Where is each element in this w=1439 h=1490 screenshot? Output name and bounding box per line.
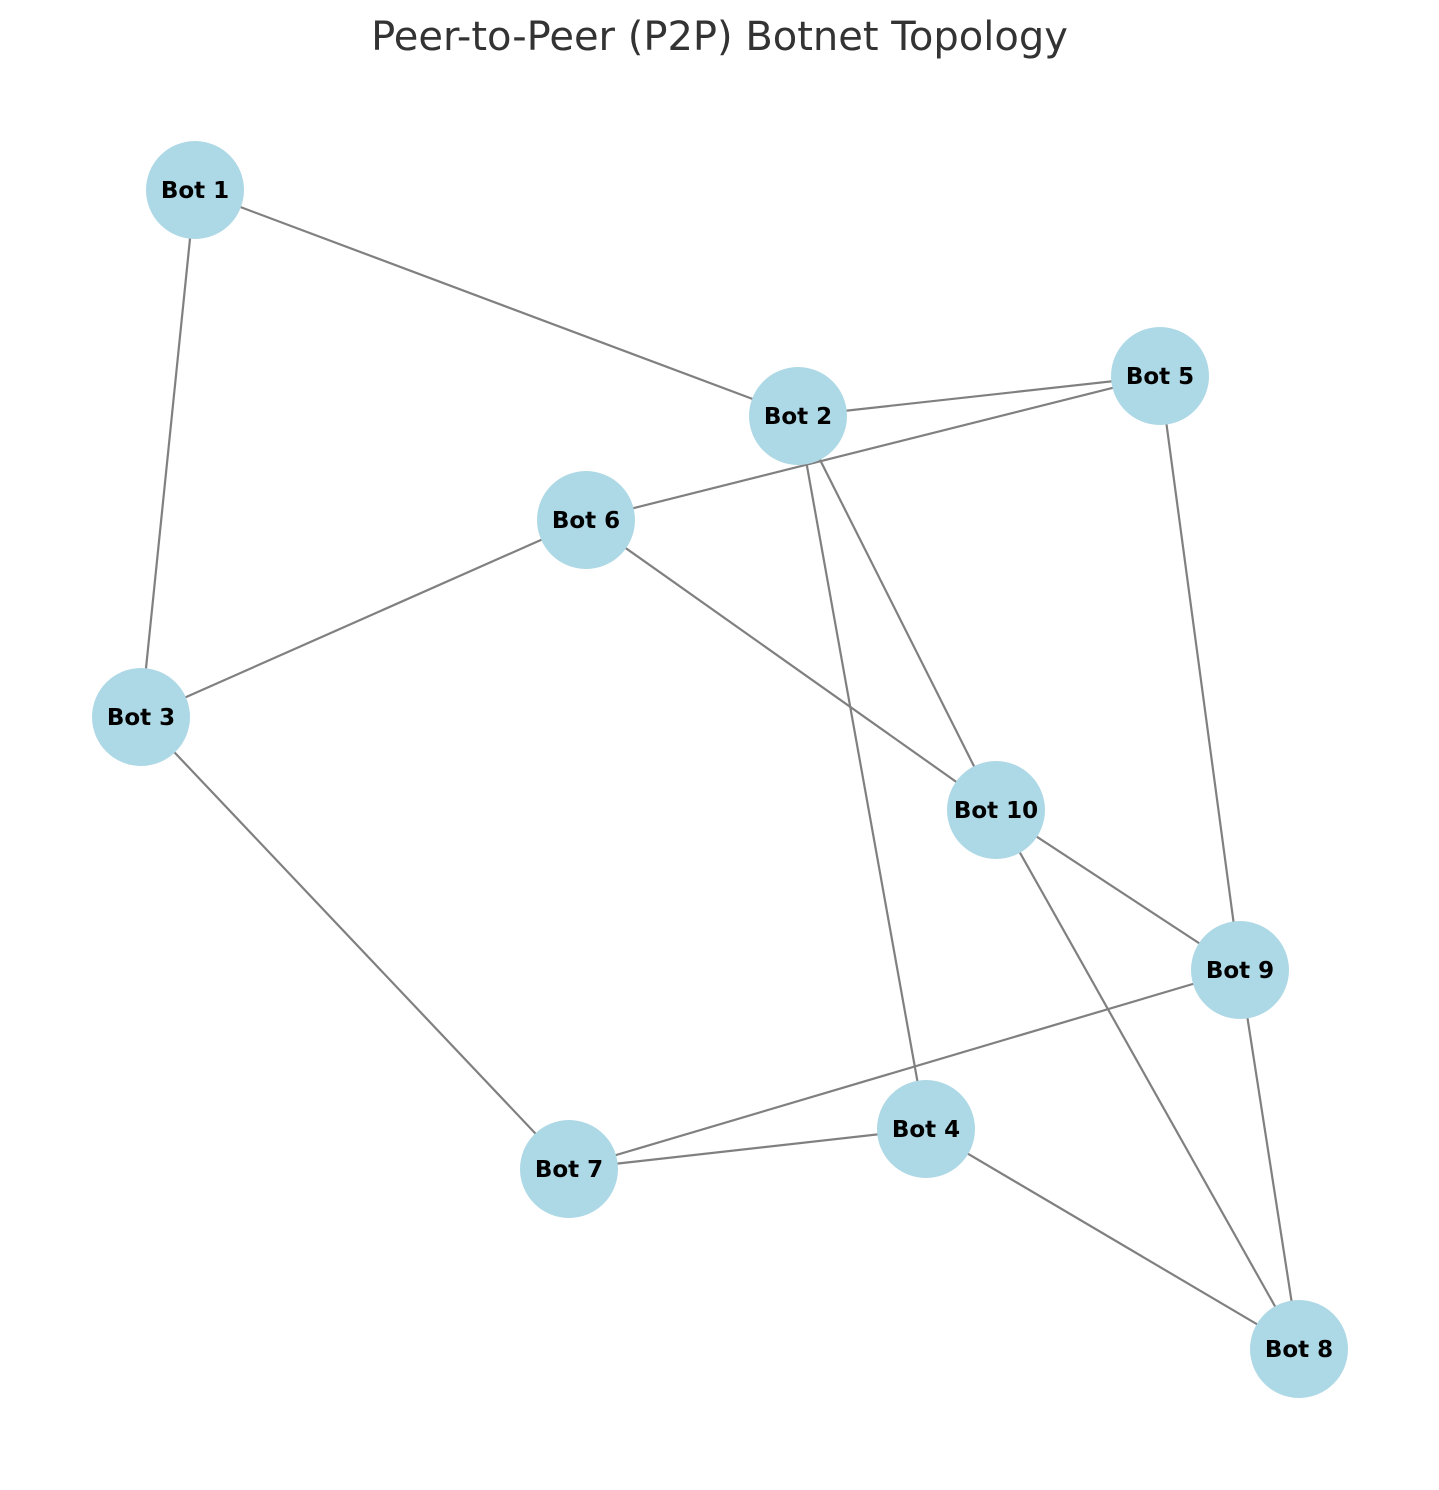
node-label: Bot 6 [552, 508, 620, 534]
node-circle [947, 761, 1045, 859]
node-circle [877, 1080, 975, 1178]
edge-bot-7-bot-4 [568, 1127, 927, 1171]
edge-bot-2-bot-10 [797, 415, 997, 811]
node-bot-1: Bot 1 [146, 141, 244, 239]
node-circle [1191, 921, 1289, 1019]
node-label: Bot 7 [535, 1157, 603, 1183]
edge-bot-1-bot-3 [139, 189, 197, 718]
node-label: Bot 2 [764, 404, 832, 430]
node-bot-2: Bot 2 [749, 367, 847, 465]
node-bot-10: Bot 10 [947, 761, 1045, 859]
node-circle [1111, 327, 1209, 425]
node-bot-5: Bot 5 [1111, 327, 1209, 425]
node-bot-6: Bot 6 [537, 471, 635, 569]
edge-bot-4-bot-8 [925, 1128, 1300, 1350]
node-bot-3: Bot 3 [92, 668, 190, 766]
edge-bot-5-bot-9 [1158, 375, 1242, 971]
node-circle [92, 668, 190, 766]
edge-bot-10-bot-8 [995, 809, 1300, 1350]
edge-bot-9-bot-7 [568, 968, 1241, 1171]
node-label: Bot 4 [892, 1117, 960, 1143]
edge-bot-2-bot-5 [797, 374, 1161, 418]
node-bot-9: Bot 9 [1191, 921, 1289, 1019]
node-label: Bot 5 [1126, 364, 1194, 390]
node-circle [749, 367, 847, 465]
node-label: Bot 1 [161, 178, 229, 204]
node-bot-8: Bot 8 [1250, 1300, 1348, 1398]
edge-bot-6-bot-3 [140, 518, 587, 719]
edge-bot-9-bot-8 [1238, 969, 1301, 1350]
diagram-title: Peer-to-Peer (P2P) Botnet Topology [371, 14, 1068, 60]
node-label: Bot 9 [1206, 958, 1274, 984]
node-circle [537, 471, 635, 569]
node-label: Bot 10 [954, 798, 1038, 824]
edge-bot-3-bot-7 [140, 716, 570, 1170]
edge-bot-6-bot-10 [585, 519, 997, 811]
edge-bot-1-bot-2 [194, 188, 799, 418]
node-circle [146, 141, 244, 239]
node-label: Bot 8 [1265, 1337, 1333, 1363]
node-circle [520, 1120, 618, 1218]
edge-bot-5-bot-6 [585, 374, 1161, 522]
node-circle [1250, 1300, 1348, 1398]
node-bot-7: Bot 7 [520, 1120, 618, 1218]
node-label: Bot 3 [107, 705, 175, 731]
edge-bot-2-bot-4 [796, 415, 928, 1130]
node-bot-4: Bot 4 [877, 1080, 975, 1178]
